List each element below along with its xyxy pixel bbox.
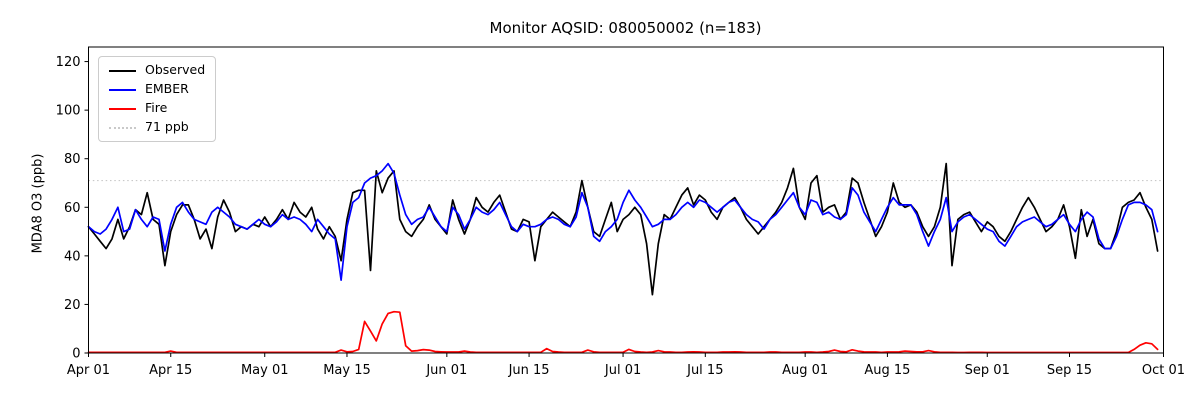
series-line-fire (87, 310, 1159, 354)
x-tick-label: May 15 (323, 363, 371, 378)
ember-line-swatch (109, 88, 136, 91)
y-tick-label: 60 (64, 201, 81, 216)
x-tick-label: Jun 15 (508, 363, 550, 378)
x-tick-label: Apr 15 (149, 363, 192, 378)
legend-label-ember: EMBER (145, 81, 189, 97)
y-tick-label: 40 (64, 249, 81, 264)
y-tick-label: 0 (72, 347, 80, 362)
legend: Observed EMBER Fire 71 ppb (98, 56, 216, 142)
x-tick-label: Aug 01 (782, 363, 828, 378)
series-line-observed (87, 162, 1159, 296)
series-line-ember (87, 162, 1159, 281)
x-tick-label: Aug 15 (864, 363, 910, 378)
x-tick-label: Sep 15 (1047, 363, 1092, 378)
x-tick-label: Sep 01 (965, 363, 1010, 378)
legend-label-fire: Fire (145, 100, 168, 116)
x-tick-label: Oct 01 (1142, 363, 1185, 378)
legend-item-ember: EMBER (109, 80, 211, 99)
x-tick-label: Apr 01 (67, 363, 110, 378)
x-tick-label: Jul 01 (604, 363, 641, 378)
legend-label-threshold: 71 ppb (145, 119, 189, 135)
observed-line-swatch (109, 69, 136, 72)
plot-border (88, 46, 1164, 354)
x-tick-label: Jun 01 (425, 363, 467, 378)
chart-title: Monitor AQSID: 080050002 (n=183) (489, 19, 762, 37)
legend-item-fire: Fire (109, 99, 211, 118)
y-tick-label: 20 (64, 298, 81, 313)
threshold-line-swatch (109, 126, 136, 129)
x-tick-label: May 01 (241, 363, 289, 378)
x-tick-label: Jul 15 (686, 363, 723, 378)
legend-label-observed: Observed (145, 62, 206, 78)
legend-item-observed: Observed (109, 61, 211, 80)
y-tick-label: 120 (56, 55, 81, 70)
legend-item-threshold: 71 ppb (109, 118, 211, 137)
y-tick-label: 100 (56, 104, 81, 119)
fire-line-swatch (109, 107, 136, 110)
y-tick-label: 80 (64, 152, 81, 167)
